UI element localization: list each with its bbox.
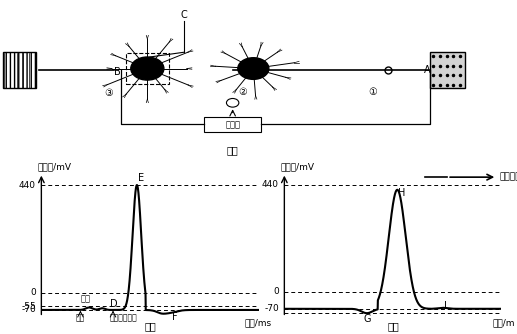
Text: G: G	[363, 314, 371, 324]
Circle shape	[238, 58, 269, 79]
Text: E: E	[138, 173, 144, 183]
Text: 阈下刺激反应: 阈下刺激反应	[110, 313, 138, 322]
Text: 阈値: 阈値	[81, 294, 90, 303]
Text: 膜电位/mV: 膜电位/mV	[37, 163, 71, 172]
Text: ↑: ↑	[230, 100, 236, 106]
Circle shape	[226, 99, 239, 107]
Text: ②: ②	[239, 87, 247, 97]
Circle shape	[131, 57, 164, 80]
Bar	[204, 117, 261, 132]
Text: 膜电位/mV: 膜电位/mV	[280, 163, 314, 172]
Text: 电流计: 电流计	[225, 120, 240, 129]
Text: 图三: 图三	[387, 321, 399, 331]
Bar	[430, 52, 465, 89]
Text: A: A	[423, 65, 430, 75]
Text: ①: ①	[368, 87, 376, 97]
Text: B: B	[114, 67, 120, 77]
Text: C: C	[180, 10, 187, 20]
Text: 图一: 图一	[227, 145, 238, 155]
Text: H: H	[398, 188, 406, 198]
Text: 440: 440	[262, 180, 279, 189]
Text: 0: 0	[30, 288, 36, 297]
Text: 时间/ms: 时间/ms	[245, 318, 271, 327]
Text: I: I	[444, 301, 447, 311]
Text: 0: 0	[273, 287, 279, 296]
Text: -55: -55	[21, 302, 36, 311]
Text: 440: 440	[19, 181, 36, 189]
Bar	[3, 52, 36, 89]
Text: 图二: 图二	[144, 321, 156, 331]
Text: -70: -70	[21, 306, 36, 314]
Text: 刺激: 刺激	[76, 313, 85, 322]
Text: -70: -70	[264, 304, 279, 313]
Text: 位移/m: 位移/m	[492, 318, 514, 327]
Bar	[126, 53, 169, 84]
Text: D: D	[110, 299, 117, 309]
Text: F: F	[172, 312, 177, 322]
Text: ③: ③	[104, 89, 113, 99]
Text: 传导方向: 传导方向	[499, 173, 517, 182]
